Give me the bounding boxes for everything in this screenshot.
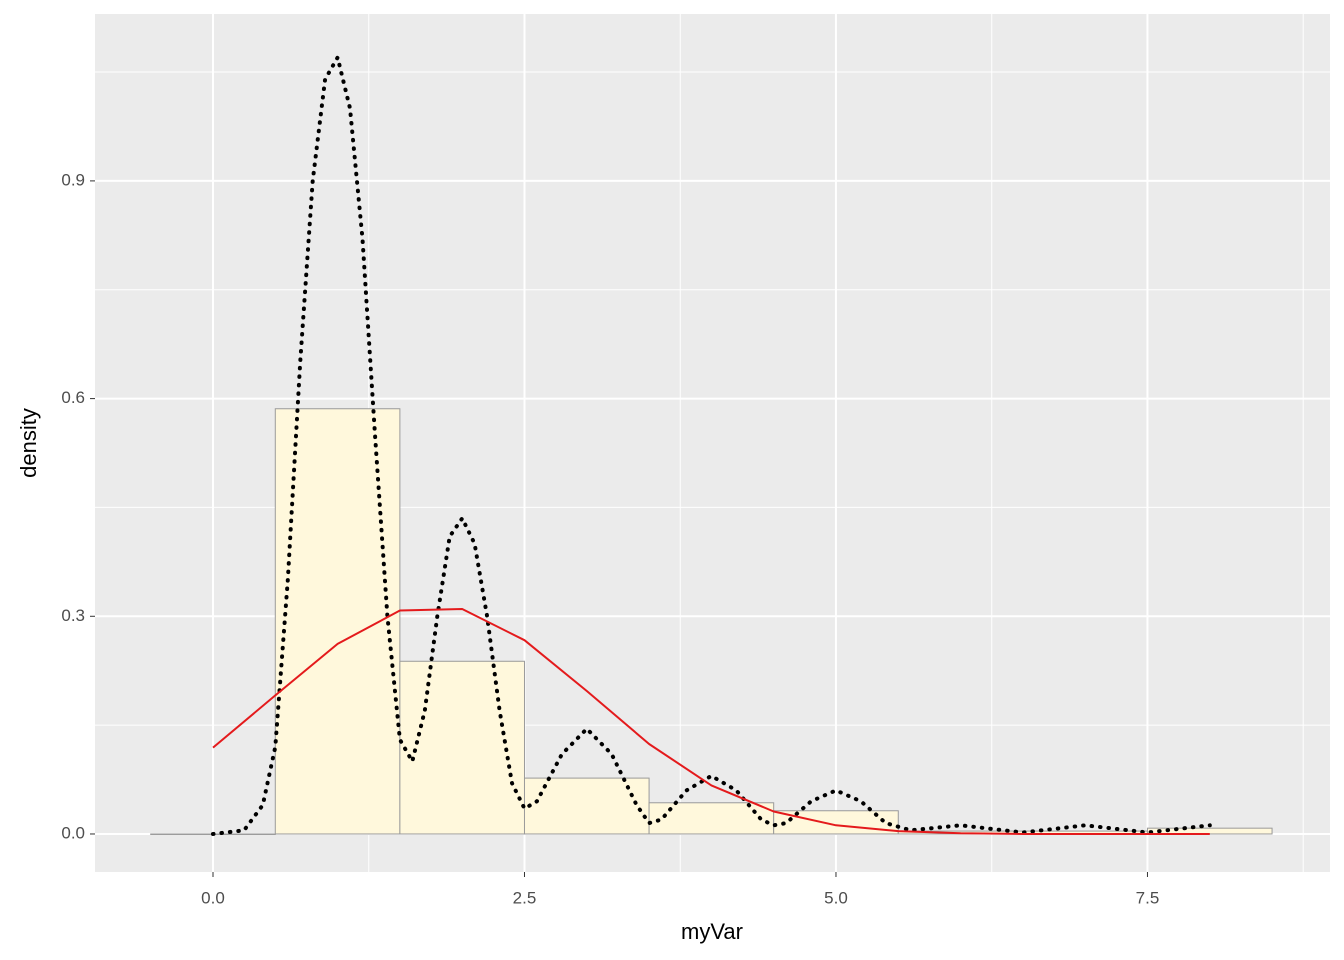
x-tick-label: 7.5 [1136, 888, 1160, 907]
bar [399, 660, 525, 835]
x-tick-label: 5.0 [824, 888, 848, 907]
y-axis-title: density [16, 408, 41, 478]
density-line [211, 55, 1212, 836]
density-line [212, 608, 1210, 835]
y-tick-label: 0.9 [61, 170, 85, 189]
y-tick-label: 0.3 [61, 606, 85, 625]
y-tick-label: 0.6 [61, 388, 85, 407]
bar [773, 810, 899, 835]
x-tick-label: 2.5 [513, 888, 537, 907]
bar [648, 802, 775, 835]
x-axis-title: myVar [681, 919, 743, 944]
x-tick-label: 0.0 [201, 888, 225, 907]
y-tick-label: 0.0 [61, 823, 85, 842]
